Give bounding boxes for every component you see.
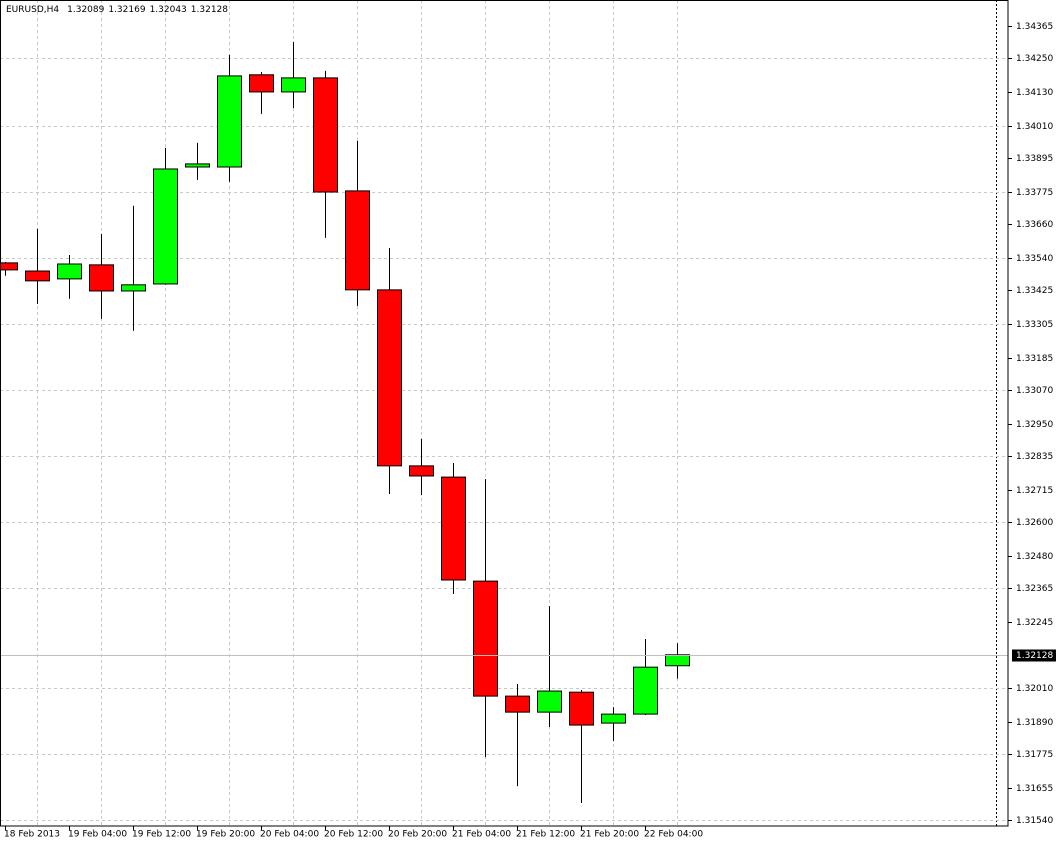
y-tick-label: 1.32010 — [1016, 684, 1053, 694]
current-price-box — [1012, 649, 1056, 662]
y-tick-label: 1.33070 — [1016, 386, 1053, 396]
y-tick-label: 1.34130 — [1016, 88, 1053, 98]
candle-body — [345, 190, 370, 291]
x-tick-label: 19 Feb 04:00 — [68, 830, 127, 840]
candle-body — [441, 476, 466, 581]
candle-body — [121, 284, 146, 292]
x-tick-label: 19 Feb 12:00 — [132, 830, 191, 840]
ohlc-high: 1.32169 — [108, 5, 145, 15]
candle-body — [281, 77, 306, 93]
ohlc-low: 1.32043 — [150, 5, 187, 15]
y-tick-label: 1.34010 — [1016, 122, 1053, 132]
ohlc-close: 1.32128 — [191, 5, 228, 15]
y-tick-label: 1.33305 — [1016, 320, 1053, 330]
candle-body — [409, 465, 434, 477]
candle-body — [665, 654, 690, 667]
y-tick-label: 1.32245 — [1016, 618, 1053, 628]
current-price-label: 1.32128 — [1016, 651, 1053, 661]
y-tick-label: 1.32715 — [1016, 486, 1053, 496]
candle-body — [633, 666, 658, 715]
y-tick-label: 1.31540 — [1016, 816, 1053, 826]
y-tick-label: 1.31775 — [1016, 750, 1053, 760]
x-tick-label: 18 Feb 2013 — [4, 830, 60, 840]
y-tick-label: 1.34250 — [1016, 54, 1053, 64]
x-tick-label: 20 Feb 04:00 — [260, 830, 319, 840]
symbol: EURUSD,H4 — [6, 5, 59, 15]
plot-frame — [0, 0, 1009, 827]
y-tick-label: 1.32950 — [1016, 420, 1053, 430]
candle-body — [89, 264, 114, 292]
candle-body — [473, 580, 498, 697]
candle-body — [249, 74, 274, 93]
candle-body — [569, 691, 594, 726]
y-tick-label: 1.33425 — [1016, 286, 1053, 296]
y-tick-label: 1.31655 — [1016, 784, 1053, 794]
y-tick-label: 1.33895 — [1016, 154, 1053, 164]
candle-body — [0, 262, 18, 271]
y-tick-label: 1.33185 — [1016, 354, 1053, 364]
ohlc-open: 1.32089 — [67, 5, 104, 15]
candle-body — [601, 713, 626, 724]
candle-body — [505, 695, 530, 713]
x-tick-label: 21 Feb 12:00 — [516, 830, 575, 840]
candle-body — [537, 690, 562, 713]
y-tick-label: 1.31890 — [1016, 718, 1053, 728]
y-tick-label: 1.33775 — [1016, 188, 1053, 198]
x-tick-label: 19 Feb 20:00 — [196, 830, 255, 840]
candle-body — [377, 289, 402, 467]
candle-body — [57, 263, 82, 280]
candle-body — [153, 168, 178, 285]
candle-body — [217, 75, 242, 168]
x-tick-label: 20 Feb 12:00 — [324, 830, 383, 840]
y-tick-label: 1.32835 — [1016, 452, 1053, 462]
x-tick-label: 22 Feb 04:00 — [644, 830, 703, 840]
chart-title: EURUSD,H4 1.32089 1.32169 1.32043 1.32128 — [6, 5, 228, 15]
x-tick-label: 21 Feb 20:00 — [580, 830, 639, 840]
y-tick-label: 1.34365 — [1016, 22, 1053, 32]
y-tick-label: 1.33540 — [1016, 254, 1053, 264]
y-tick-label: 1.32365 — [1016, 584, 1053, 594]
candle-body — [25, 270, 50, 282]
candle-body — [185, 163, 210, 168]
y-tick-label: 1.32480 — [1016, 552, 1053, 562]
y-tick-label: 1.33660 — [1016, 220, 1053, 230]
x-tick-label: 21 Feb 04:00 — [452, 830, 511, 840]
y-tick-label: 1.32600 — [1016, 518, 1053, 528]
x-tick-label: 20 Feb 20:00 — [388, 830, 447, 840]
candle-body — [313, 77, 338, 193]
